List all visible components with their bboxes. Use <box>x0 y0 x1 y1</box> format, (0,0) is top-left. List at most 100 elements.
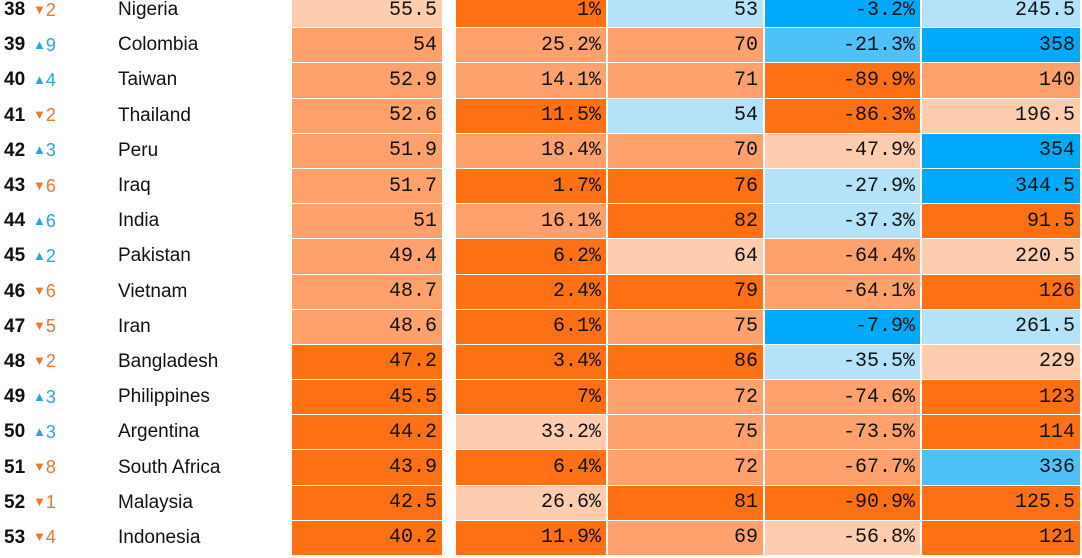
rank-change-value: 9 <box>45 34 56 55</box>
value-cell-col2: 33.2% <box>456 415 608 451</box>
triangle-down-icon: ▼ <box>33 177 46 193</box>
value-cell-col1: 42.5 <box>292 485 444 521</box>
rank-cell: 45 <box>0 239 33 275</box>
table-row: 46 ▼6 Vietnam 48.7 2.4% 79 -64.1% 126 <box>0 274 1082 310</box>
rank-change-cell: ▼6 <box>33 275 118 310</box>
value-cell-col4: -47.9% <box>765 133 922 169</box>
country-name: Taiwan <box>118 63 292 99</box>
rank-cell: 47 <box>0 310 33 345</box>
value-cell-col4: -90.9% <box>765 485 922 521</box>
value-cell-col4: -64.4% <box>765 239 922 275</box>
column-gap <box>444 380 456 416</box>
value-cell-col1: 52.6 <box>292 98 444 134</box>
value-cell-col3: 82 <box>608 204 765 240</box>
value-cell-col1: 40.2 <box>292 520 444 556</box>
value-cell-col3: 71 <box>608 63 765 99</box>
rank-cell: 41 <box>0 99 33 134</box>
triangle-down-icon: ▼ <box>33 529 46 545</box>
country-name: Indonesia <box>118 521 292 556</box>
country-name: Malaysia <box>118 486 292 521</box>
value-cell-col5: 344.5 <box>922 168 1082 205</box>
value-cell-col5: 245.5 <box>922 0 1082 29</box>
triangle-up-icon: ▲ <box>33 247 46 263</box>
table-row: 49 ▲3 Philippines 45.5 7% 72 -74.6% 123 <box>0 380 1082 416</box>
country-name: Argentina <box>118 415 292 451</box>
value-cell-col5: 220.5 <box>922 239 1082 275</box>
triangle-down-icon: ▼ <box>33 1 46 17</box>
value-cell-col1: 43.9 <box>292 450 444 486</box>
value-cell-col2: 25.2% <box>456 28 608 64</box>
value-cell-col4: -56.8% <box>765 520 922 556</box>
value-cell-col1: 47.2 <box>292 344 444 381</box>
value-cell-col3: 69 <box>608 520 765 556</box>
triangle-down-icon: ▼ <box>33 494 46 510</box>
rank-change-cell: ▲3 <box>33 134 118 169</box>
column-gap <box>444 520 456 556</box>
value-cell-col5: 123 <box>922 380 1082 416</box>
value-cell-col2: 14.1% <box>456 63 608 99</box>
rank-cell: 40 <box>0 63 33 99</box>
value-cell-col1: 52.9 <box>292 63 444 99</box>
value-cell-col1: 51.9 <box>292 133 444 169</box>
rank-change-cell: ▲9 <box>33 28 118 64</box>
value-cell-col2: 18.4% <box>456 133 608 169</box>
rank-cell: 48 <box>0 345 33 381</box>
table-row: 51 ▼8 South Africa 43.9 6.4% 72 -67.7% 336 <box>0 450 1082 486</box>
value-cell-col3: 54 <box>608 98 765 134</box>
value-cell-col3: 72 <box>608 450 765 486</box>
column-gap <box>444 168 456 205</box>
column-gap <box>444 344 456 381</box>
rank-change-value: 1 <box>45 492 56 513</box>
table-row: 44 ▲6 India 51 16.1% 82 -37.3% 91.5 <box>0 204 1082 240</box>
triangle-down-icon: ▼ <box>33 318 46 334</box>
table-row: 42 ▲3 Peru 51.9 18.4% 70 -47.9% 354 <box>0 133 1082 169</box>
triangle-up-icon: ▲ <box>33 388 46 404</box>
country-name: Pakistan <box>118 239 292 275</box>
value-cell-col1: 51.7 <box>292 168 444 205</box>
value-cell-col2: 11.5% <box>456 98 608 134</box>
value-cell-col3: 64 <box>608 239 765 275</box>
value-cell-col4: -86.3% <box>765 98 922 134</box>
triangle-down-icon: ▼ <box>33 107 46 123</box>
value-cell-col4: -89.9% <box>765 63 922 99</box>
country-name: Colombia <box>118 28 292 64</box>
value-cell-col3: 86 <box>608 344 765 381</box>
triangle-down-icon: ▼ <box>33 283 46 299</box>
value-cell-col2: 1% <box>456 0 608 29</box>
rank-change-cell: ▼1 <box>33 486 118 521</box>
table-row: 39 ▲9 Colombia 54 25.2% 70 -21.3% 358 <box>0 28 1082 64</box>
rank-change-value: 5 <box>45 316 56 337</box>
value-cell-col1: 48.7 <box>292 274 444 310</box>
rank-change-cell: ▲2 <box>33 239 118 275</box>
column-gap <box>444 63 456 99</box>
value-cell-col5: 91.5 <box>922 204 1082 240</box>
value-cell-col5: 196.5 <box>922 98 1082 134</box>
value-cell-col2: 2.4% <box>456 274 608 310</box>
rank-cell: 50 <box>0 415 33 451</box>
value-cell-col1: 55.5 <box>292 0 444 29</box>
value-cell-col2: 26.6% <box>456 485 608 521</box>
rank-change-cell: ▲6 <box>33 204 118 240</box>
rank-cell: 43 <box>0 169 33 205</box>
column-gap <box>444 98 456 134</box>
country-name: Thailand <box>118 99 292 134</box>
rank-change-value: 2 <box>45 0 56 20</box>
value-cell-col2: 1.7% <box>456 168 608 205</box>
rank-cell: 46 <box>0 275 33 310</box>
rank-change-cell: ▼2 <box>33 345 118 381</box>
triangle-up-icon: ▲ <box>33 423 46 439</box>
value-cell-col3: 75 <box>608 309 765 345</box>
table-row: 47 ▼5 Iran 48.6 6.1% 75 -7.9% 261.5 <box>0 309 1082 345</box>
column-gap <box>444 274 456 310</box>
value-cell-col3: 53 <box>608 0 765 29</box>
triangle-down-icon: ▼ <box>33 459 46 475</box>
rank-change-value: 6 <box>45 175 56 196</box>
rank-change-cell: ▲3 <box>33 380 118 416</box>
rank-cell: 52 <box>0 486 33 521</box>
value-cell-col3: 70 <box>608 133 765 169</box>
rank-change-value: 3 <box>45 140 56 161</box>
table-row: 48 ▼2 Bangladesh 47.2 3.4% 86 -35.5% 229 <box>0 344 1082 381</box>
value-cell-col5: 126 <box>922 274 1082 310</box>
value-cell-col1: 44.2 <box>292 415 444 451</box>
rank-change-cell: ▲4 <box>33 63 118 99</box>
